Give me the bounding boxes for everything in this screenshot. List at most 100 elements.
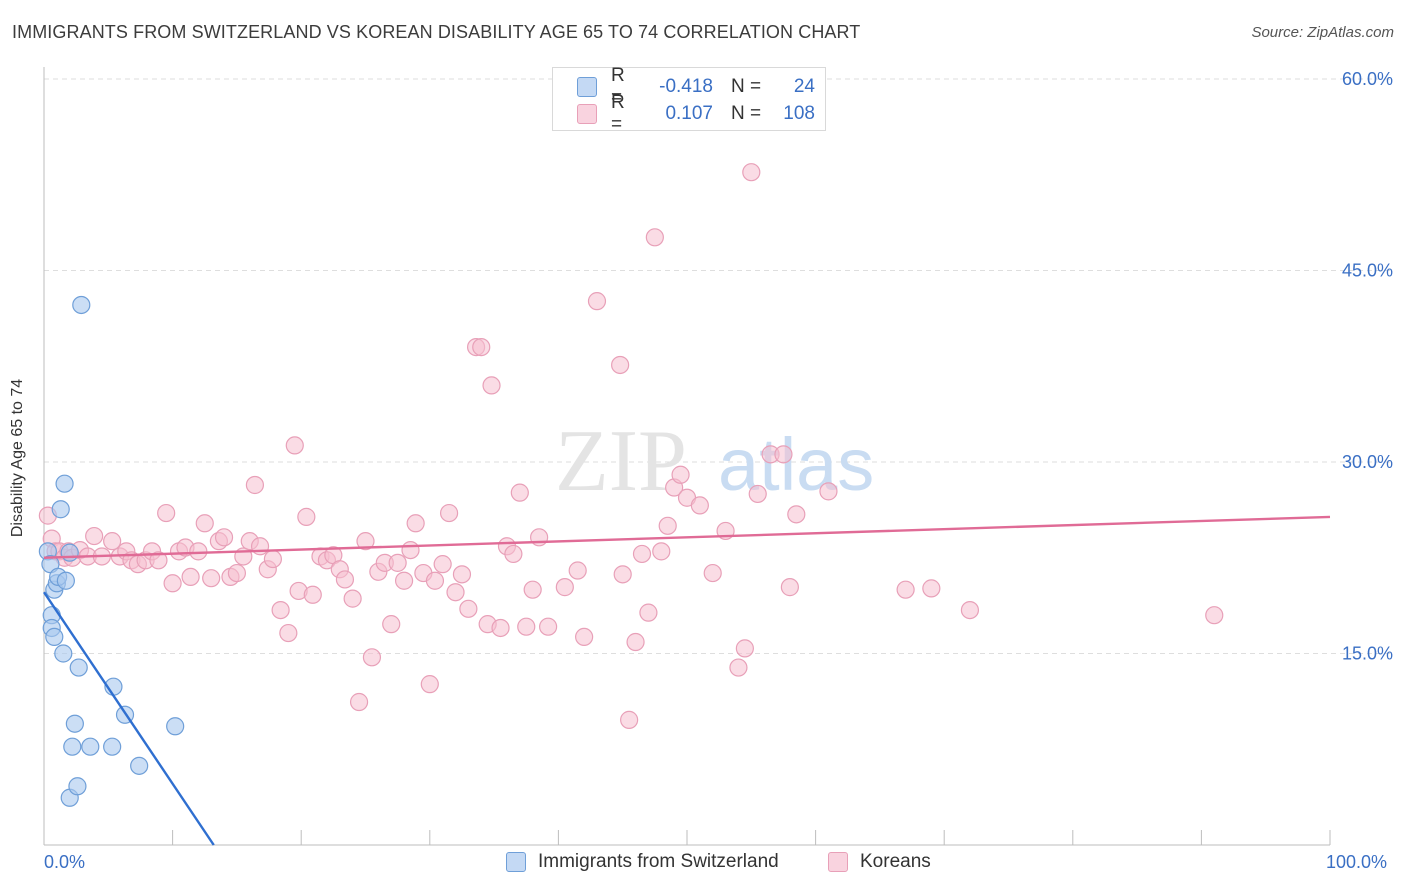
korean-point: [645, 228, 664, 247]
legend-r-label: R =: [611, 92, 625, 135]
korean-point: [652, 542, 671, 561]
switzerland-point: [69, 658, 88, 677]
korean-point: [285, 436, 304, 455]
swatch-koreans: [828, 852, 848, 872]
switzerland-trendline: [43, 591, 215, 846]
korean-point: [611, 355, 630, 375]
korean-point: [613, 565, 632, 584]
watermark-zip: ZIP: [555, 413, 687, 510]
korean-point: [245, 475, 265, 495]
korean-point: [439, 503, 459, 523]
legend-label-koreans: Koreans: [860, 851, 931, 872]
legend-n-label: N =: [731, 103, 762, 124]
korean-point: [425, 571, 445, 590]
bottom-legend-switzerland: Immigrants from Switzerland: [506, 851, 779, 873]
korean-point: [335, 570, 355, 589]
korean-point: [960, 600, 980, 620]
korean-point: [510, 483, 529, 502]
korean-point: [388, 553, 407, 572]
correlation-legend: R = -0.418 N = 24 R = 0.107 N = 108: [552, 65, 826, 135]
korean-point: [819, 482, 838, 501]
korean-point: [748, 484, 767, 504]
switzerland-point: [81, 737, 100, 756]
korean-point: [1205, 606, 1224, 625]
korean-point: [163, 574, 182, 593]
switzerland-point: [56, 571, 75, 590]
x-min-label: 0.0%: [44, 852, 86, 872]
legend-row-koreans: R = 0.107 N = 108: [577, 92, 815, 135]
korean-point: [690, 496, 709, 515]
legend-row-switzerland: R = -0.418 N = 24: [577, 65, 815, 108]
korean-point: [401, 540, 420, 560]
switzerland-point: [63, 737, 82, 756]
korean-point: [491, 618, 510, 638]
switzerland-point: [72, 295, 91, 315]
legend-n-value: 24: [793, 76, 815, 97]
korean-point: [349, 692, 369, 712]
korean-point: [279, 623, 298, 643]
swatch-switzerland: [506, 852, 526, 872]
legend-r-value: 0.107: [665, 103, 713, 124]
swatch-switzerland: [577, 77, 597, 97]
switzerland-point: [60, 543, 79, 562]
korean-point: [227, 563, 246, 583]
korean-point: [446, 583, 465, 602]
y-tick-label: 45.0%: [1342, 261, 1393, 281]
korean-trendline: [43, 515, 1331, 559]
legend-r-label: R =: [611, 65, 625, 108]
y-tick-label: 15.0%: [1342, 644, 1393, 664]
korean-point: [482, 376, 501, 395]
korean-point: [517, 617, 536, 636]
korean-point: [774, 445, 793, 464]
korean-point: [575, 627, 594, 647]
korean-point: [433, 555, 452, 574]
korean-point: [202, 569, 221, 588]
trendlines: [43, 515, 1331, 846]
korean-point: [297, 507, 316, 526]
korean-point: [406, 514, 425, 533]
korean-point: [271, 600, 290, 620]
korean-point: [587, 292, 607, 311]
korean-point: [303, 585, 322, 604]
korean-point: [214, 528, 234, 547]
chart-title: IMMIGRANTS FROM SWITZERLAND VS KOREAN DI…: [12, 22, 861, 42]
korean-point: [157, 503, 176, 523]
korean-point: [671, 465, 690, 484]
korean-point: [189, 542, 208, 561]
switzerland-point: [166, 717, 185, 736]
y-tick-label: 60.0%: [1342, 69, 1393, 89]
legend-n-value: 108: [783, 103, 815, 124]
korean-point: [149, 551, 168, 570]
korean-point: [181, 567, 200, 587]
korean-point: [568, 561, 587, 580]
switzerland-point: [54, 644, 73, 663]
korean-point: [85, 526, 104, 546]
korean-point: [459, 599, 478, 618]
legend-label-switzerland: Immigrants from Switzerland: [538, 851, 779, 872]
korean-point: [504, 544, 523, 564]
y-tick-label: 30.0%: [1342, 452, 1393, 472]
switzerland-point: [45, 627, 64, 647]
korean-point: [729, 658, 748, 677]
switzerland-point: [51, 500, 70, 519]
axes: [43, 67, 1331, 846]
swatch-koreans: [577, 104, 597, 124]
korean-point: [382, 615, 401, 634]
korean-point: [539, 617, 558, 636]
korean-point: [735, 639, 754, 658]
source-credit: Source: ZipAtlas.com: [1251, 24, 1394, 41]
korean-point: [742, 163, 761, 182]
korean-point: [343, 589, 362, 608]
gridlines: [44, 78, 1394, 654]
legend-r-value: -0.418: [659, 76, 713, 97]
watermark-atlas: atlas: [718, 423, 874, 506]
korean-point: [356, 532, 375, 551]
y-axis-label: Disability Age 65 to 74: [9, 378, 26, 538]
korean-point: [632, 544, 652, 564]
korean-point: [620, 710, 639, 729]
korean-point: [472, 338, 491, 357]
korean-point: [103, 532, 122, 551]
korean-point: [780, 578, 799, 597]
legend-n-label: N =: [731, 76, 762, 97]
